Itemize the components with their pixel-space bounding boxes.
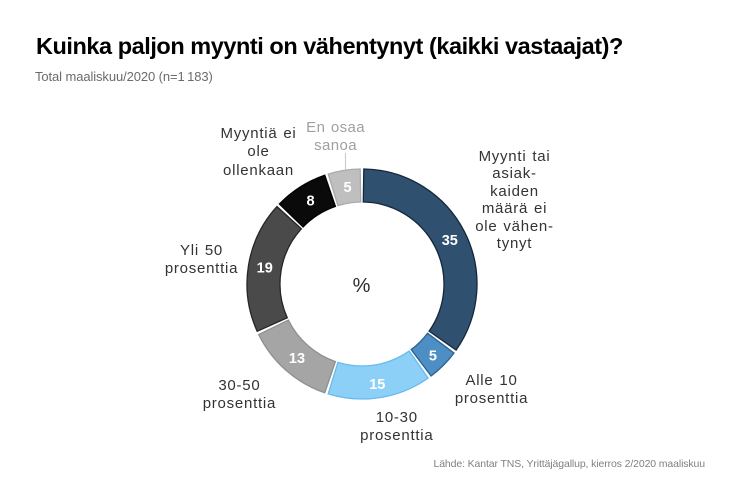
svg-text:8: 8 — [306, 194, 314, 210]
svg-text:5: 5 — [343, 180, 351, 196]
svg-text:5: 5 — [429, 348, 437, 364]
svg-text:19: 19 — [257, 261, 273, 277]
svg-text:%: % — [353, 275, 371, 297]
svg-text:15: 15 — [369, 377, 385, 393]
svg-text:35: 35 — [442, 233, 458, 249]
svg-text:13: 13 — [289, 351, 305, 367]
